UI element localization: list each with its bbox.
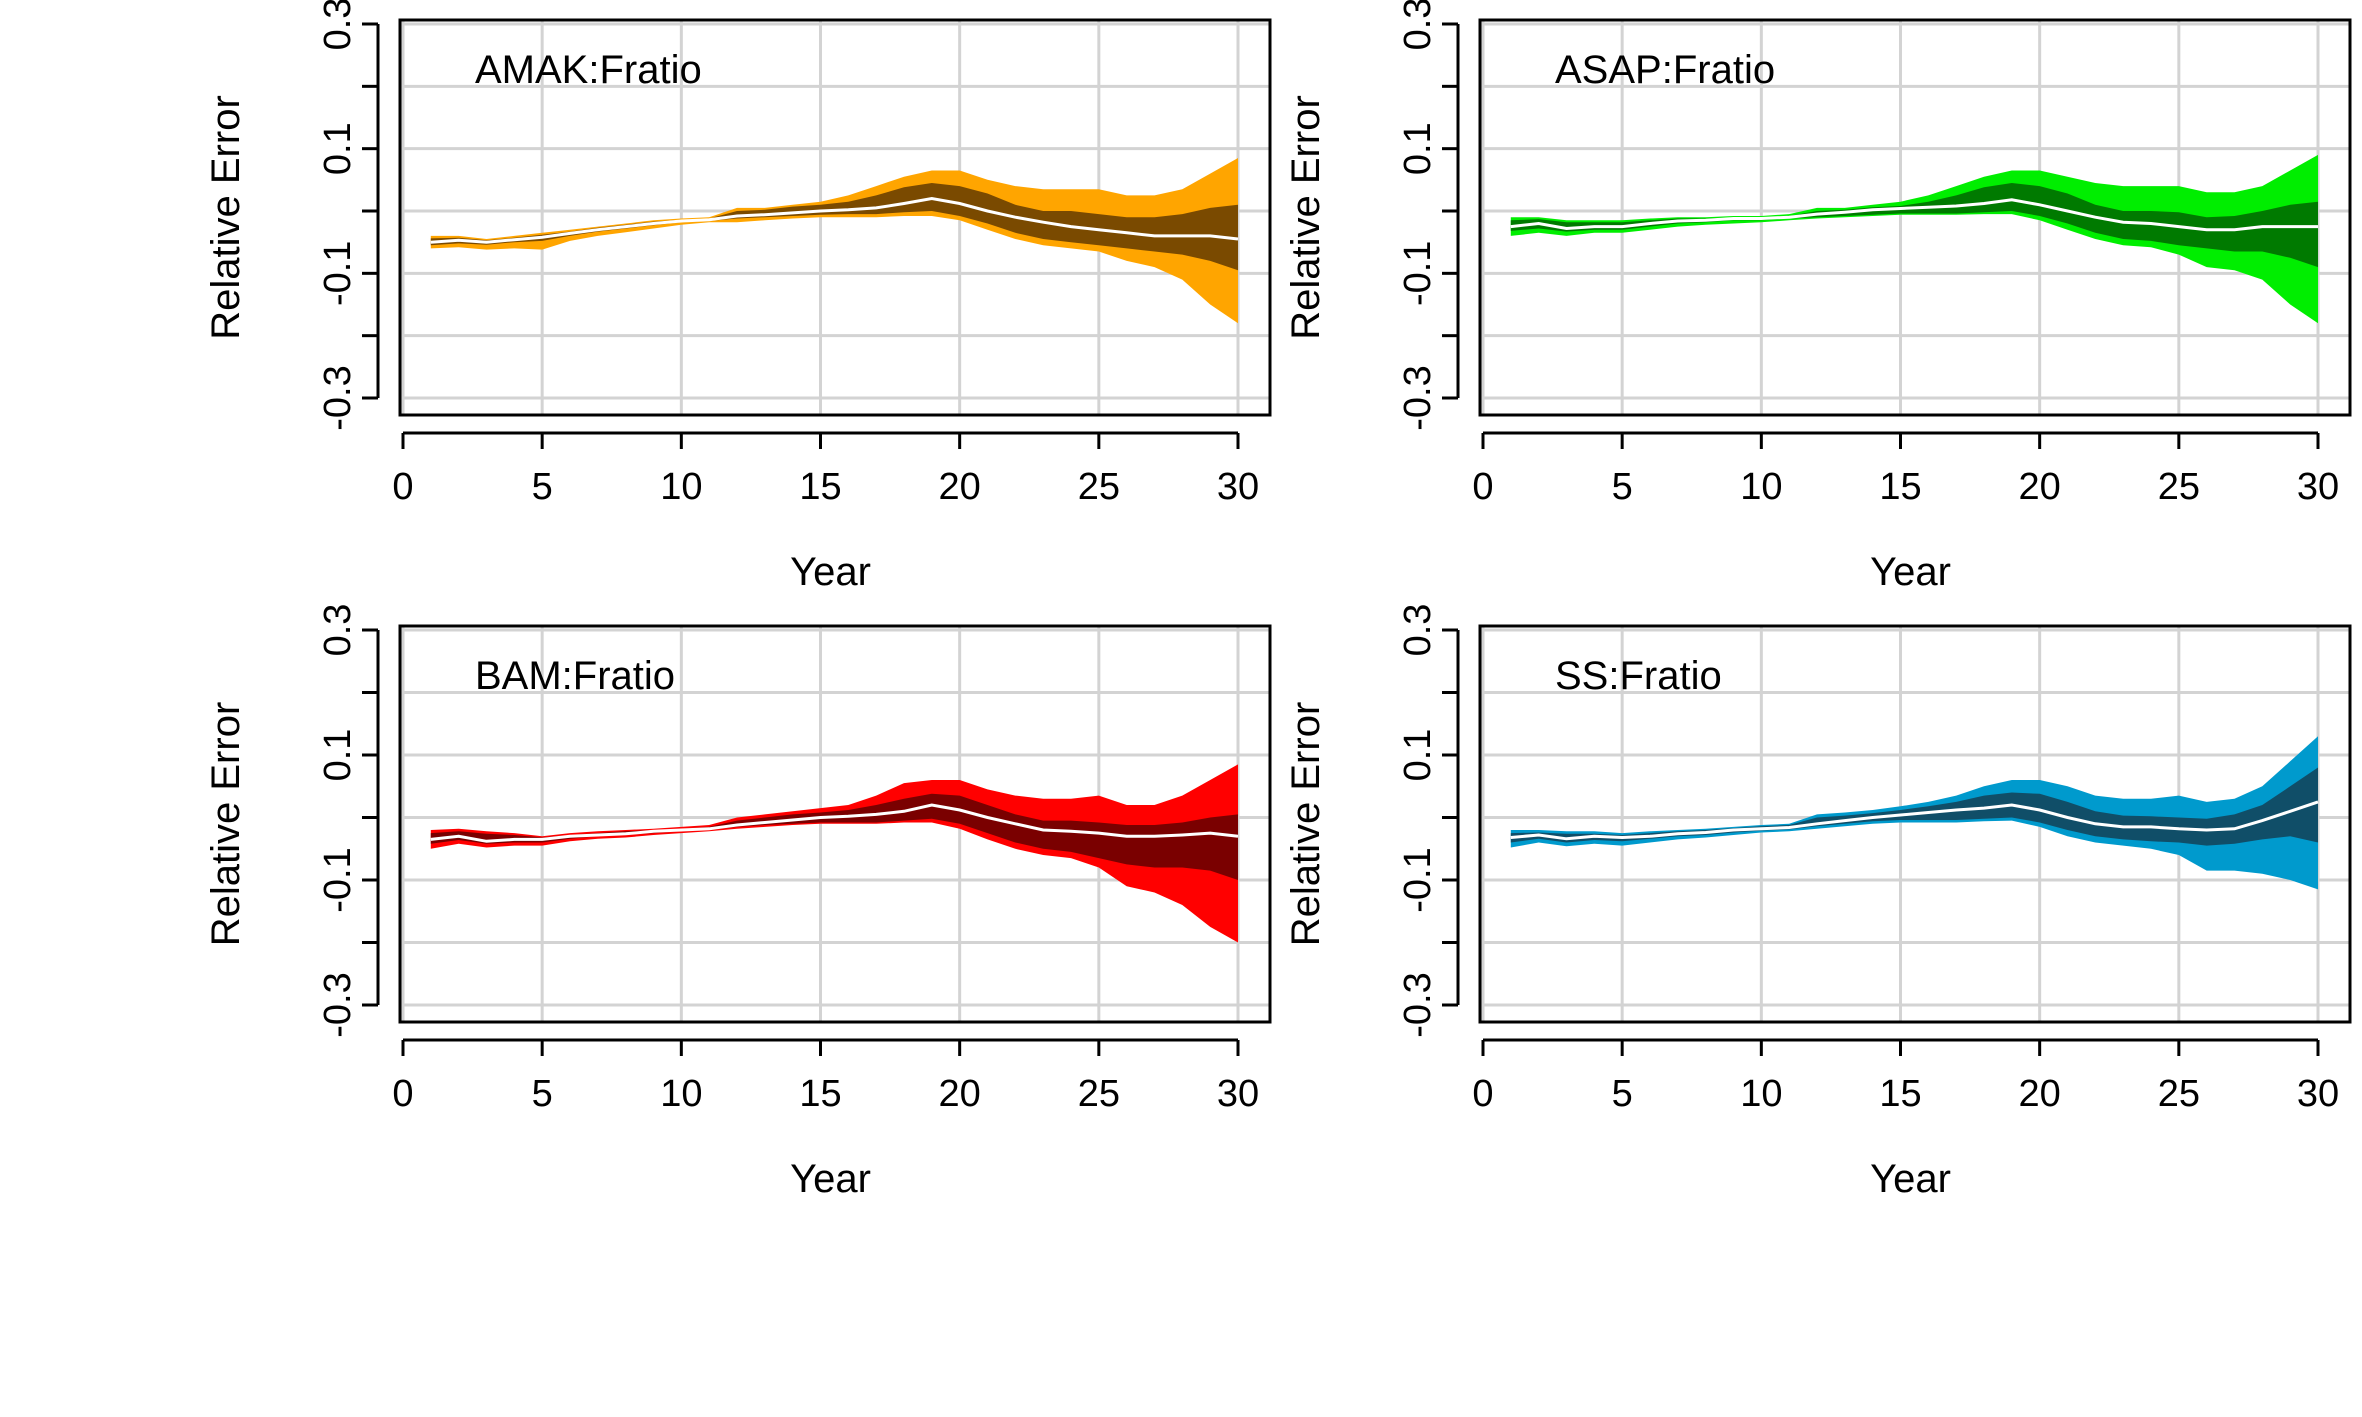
panel-title: ASAP:Fratio — [1555, 48, 1775, 92]
panel-2: 0 5 10 15 20 25 30 -0.3 -0.1 0.1 0.3 Year Relative E… — [204, 604, 1272, 1201]
x-axis-title: Year — [1870, 550, 1951, 594]
x-axis-title: Year — [1870, 1157, 1951, 1201]
x-tick-label: 5 — [532, 466, 553, 508]
y-tick-label: 0.3 — [1397, 604, 1439, 657]
median-line — [430, 196, 1239, 244]
panel-title: BAM:Fratio — [475, 654, 675, 698]
y-axis-title: Relative Error — [1284, 95, 1328, 340]
x-tick-label: 30 — [2297, 466, 2339, 508]
y-tick-label: -0.3 — [1397, 365, 1439, 430]
y-axis-title: Relative Error — [204, 702, 248, 947]
outer-band — [430, 158, 1238, 324]
plot-frame — [1478, 18, 2352, 417]
panel-0: 0 5 10 15 20 25 30 -0.3 -0.1 0.1 0.3 Year Relative E… — [204, 0, 1272, 594]
x-tick-label: 15 — [799, 1073, 841, 1115]
median-line — [1510, 198, 2318, 232]
panel-3: 0 5 10 15 20 25 30 -0.3 -0.1 0.1 0.3 Year Relative E… — [1284, 604, 2352, 1201]
y-tick-label: 0.3 — [317, 604, 359, 657]
x-tick-label: 25 — [1078, 466, 1120, 508]
x-tick-label: 15 — [1879, 1073, 1921, 1115]
x-tick-label: 30 — [2297, 1073, 2339, 1115]
x-tick-label: 20 — [2019, 1073, 2061, 1115]
median-line — [1510, 800, 2319, 841]
x-tick-label: 25 — [2158, 466, 2200, 508]
x-tick-label: 5 — [1612, 1073, 1633, 1115]
y-tick-label: -0.1 — [1397, 847, 1439, 912]
x-tick-label: 0 — [392, 1073, 413, 1115]
x-tick-label: 20 — [939, 1073, 981, 1115]
x-tick-label: 0 — [1472, 1073, 1493, 1115]
x-tick-label: 15 — [799, 466, 841, 508]
y-tick-label: -0.3 — [317, 365, 359, 430]
plot-frame — [398, 18, 1272, 417]
plot-frame — [1478, 624, 2352, 1024]
x-tick-label: 10 — [660, 1073, 702, 1115]
panel-title: AMAK:Fratio — [475, 48, 702, 92]
panel-1: 0 5 10 15 20 25 30 -0.3 -0.1 0.1 0.3 Year Relative E… — [1284, 0, 2352, 594]
plot-frame — [398, 624, 1272, 1024]
median-line — [430, 803, 1239, 843]
y-tick-label: -0.1 — [1397, 241, 1439, 306]
x-tick-label: 20 — [939, 466, 981, 508]
y-tick-label: 0.3 — [1397, 0, 1439, 50]
x-tick-label: 30 — [1217, 466, 1259, 508]
x-tick-label: 5 — [1612, 466, 1633, 508]
x-tick-label: 0 — [392, 466, 413, 508]
x-tick-label: 0 — [1472, 466, 1493, 508]
y-tick-label: 0.1 — [1397, 729, 1439, 782]
y-tick-label: 0.1 — [317, 729, 359, 782]
y-tick-label: 0.1 — [317, 122, 359, 175]
gridlines — [1480, 20, 2350, 415]
x-tick-label: 30 — [1217, 1073, 1259, 1115]
x-tick-label: 10 — [660, 466, 702, 508]
x-tick-label: 5 — [532, 1073, 553, 1115]
x-tick-label: 10 — [1740, 466, 1782, 508]
y-tick-label: -0.3 — [317, 972, 359, 1037]
y-axis-title: Relative Error — [204, 95, 248, 340]
x-tick-label: 25 — [1078, 1073, 1120, 1115]
y-tick-label: 0.1 — [1397, 122, 1439, 175]
x-axis-title: Year — [790, 1157, 871, 1201]
y-tick-label: 0.3 — [317, 0, 359, 50]
outer-band — [430, 764, 1238, 943]
outer-band — [1510, 154, 2318, 324]
x-tick-label: 20 — [2019, 466, 2061, 508]
y-tick-label: -0.3 — [1397, 972, 1439, 1037]
x-axis-title: Year — [790, 550, 871, 594]
panel-title: SS:Fratio — [1555, 654, 1722, 698]
x-tick-label: 15 — [1879, 466, 1921, 508]
x-tick-label: 25 — [2158, 1073, 2200, 1115]
y-axis-title: Relative Error — [1284, 702, 1328, 947]
y-tick-label: -0.1 — [317, 241, 359, 306]
x-tick-label: 10 — [1740, 1073, 1782, 1115]
y-tick-label: -0.1 — [317, 847, 359, 912]
inner-band — [430, 793, 1238, 880]
